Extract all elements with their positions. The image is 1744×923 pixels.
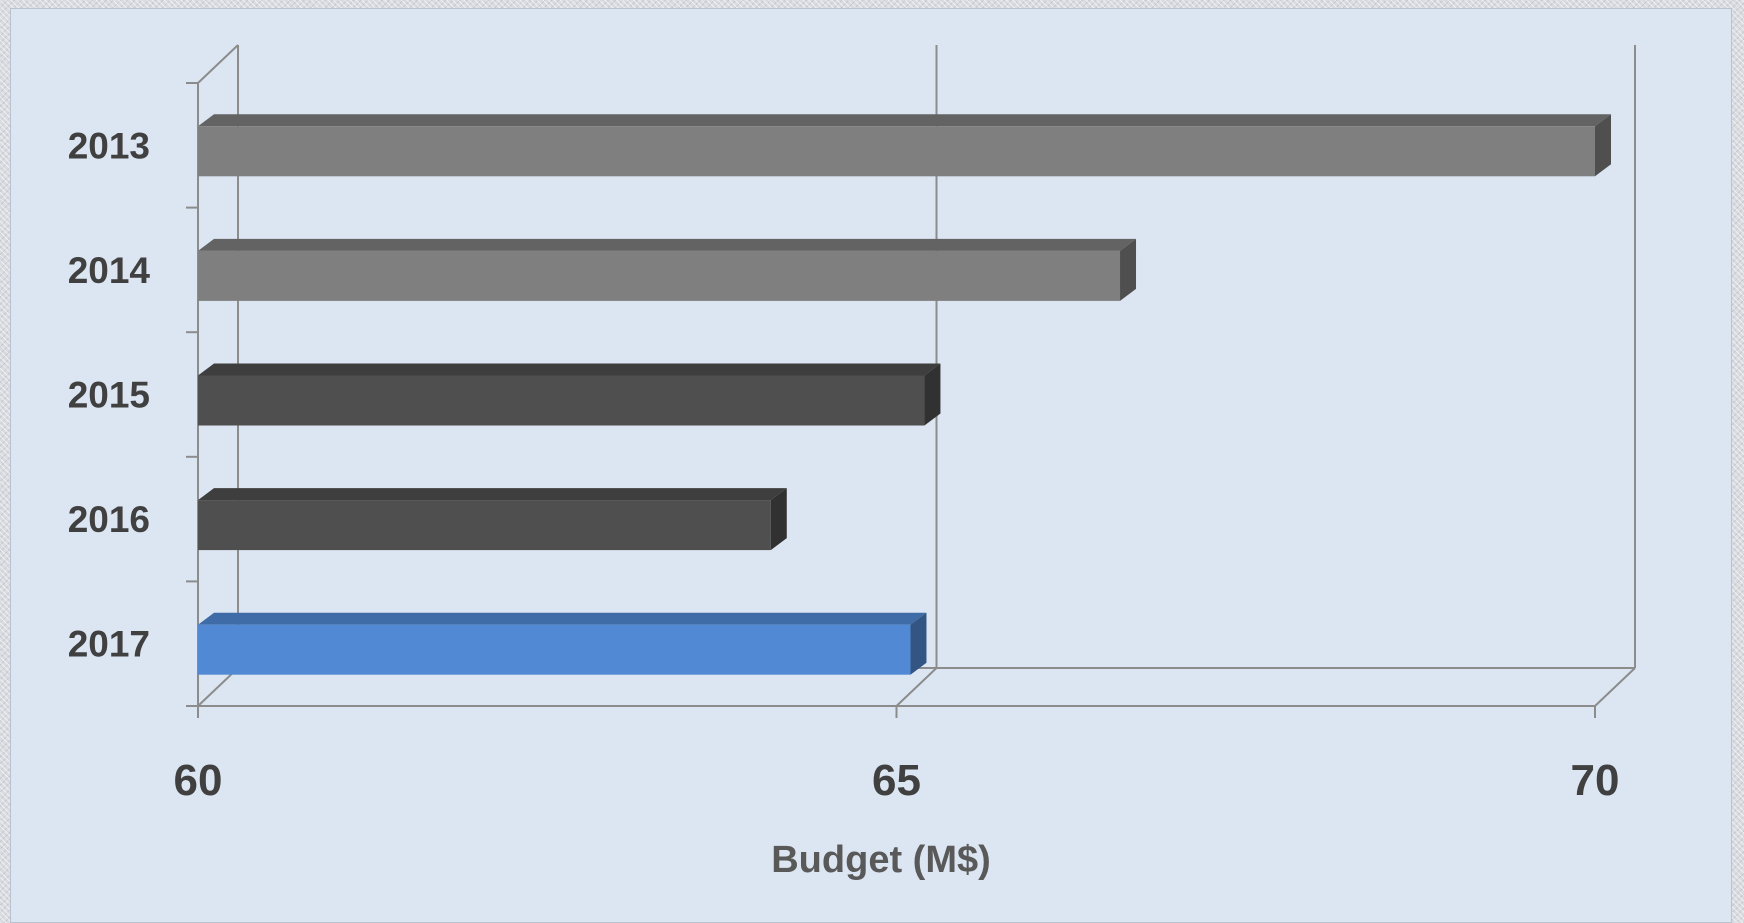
bar-front-face [198, 250, 1121, 301]
bar-end-face [1595, 114, 1611, 177]
x-tick-label-65: 65 [872, 756, 921, 805]
chart-frame [186, 44, 1636, 718]
bar-end-face [770, 488, 787, 551]
bar-2015 [198, 363, 941, 426]
x-axis-title: Budget (M$) [771, 839, 991, 881]
x-tick-label-70: 70 [1571, 756, 1620, 805]
bar-top-face [198, 238, 1137, 251]
bar-front-face [198, 126, 1595, 177]
y-category-label-2015: 2015 [68, 375, 150, 416]
y-category-label-2016: 2016 [68, 499, 150, 540]
bar-front-face [198, 375, 925, 426]
bar-2017 [198, 612, 927, 675]
bar-2016 [198, 488, 787, 551]
bar-top-face [198, 363, 941, 376]
y-category-label-2014: 2014 [68, 250, 151, 291]
bar-front-face [198, 624, 911, 675]
bar-end-face [924, 363, 941, 426]
y-category-label-2017: 2017 [68, 624, 150, 665]
bar-top-face [198, 488, 787, 501]
bar-2014 [198, 238, 1137, 301]
bar-front-face [198, 500, 771, 551]
floor-diagonal-70 [1594, 667, 1636, 707]
bar-2013 [198, 114, 1611, 177]
wall-top-edge [197, 44, 239, 84]
bar-top-face [198, 114, 1611, 127]
bar-end-face [910, 612, 927, 675]
x-tick-label-60: 60 [174, 756, 223, 805]
y-category-label-2013: 2013 [68, 125, 150, 166]
floor-diagonal-65 [895, 667, 938, 707]
labels-group: 60 65 70 2013 2014 2015 2016 2017 [68, 125, 1620, 805]
bar-top-face [198, 612, 927, 625]
bars-group [198, 114, 1611, 675]
bar-end-face [1120, 238, 1137, 301]
